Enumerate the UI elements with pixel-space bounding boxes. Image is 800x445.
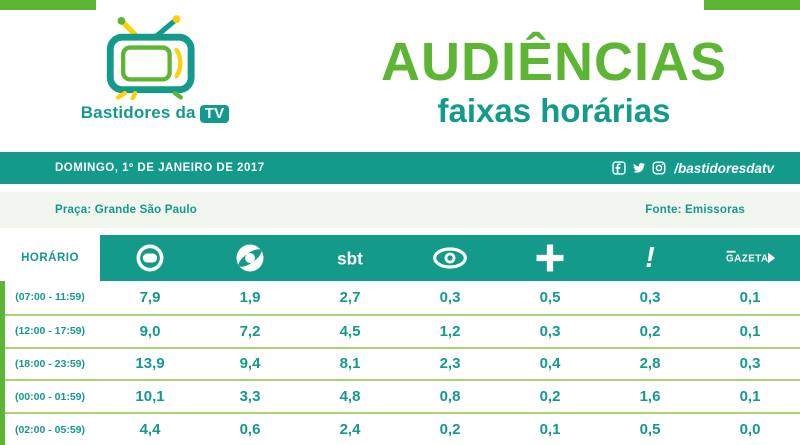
rating-value: 4,5	[339, 322, 361, 340]
social-handle[interactable]: /bastidoresdatv	[674, 160, 774, 176]
rating-value: 9,0	[139, 322, 161, 340]
record-column-header	[200, 235, 300, 281]
ratings-table: HORÁRIO sbt	[0, 235, 800, 445]
rating-value: 0,4	[539, 355, 561, 373]
table-row: (18:00 - 23:59) 13,9 9,4 8,1 2,3 0,4 2,8…	[0, 346, 800, 380]
rating-value: 0,5	[639, 421, 661, 439]
brand-block: Bastidores da TV	[50, 14, 260, 123]
rating-value: 2,4	[339, 421, 361, 439]
rating-value: 0,3	[439, 288, 461, 306]
rating-value: 0,1	[739, 388, 761, 406]
time-slot-label: (18:00 - 23:59)	[14, 357, 86, 370]
rating-value: 8,1	[339, 355, 361, 373]
rating-value: 0,1	[539, 421, 561, 439]
meta-strip: Praça: Grande São Paulo Fonte: Emissoras	[0, 192, 800, 228]
redetv-logo-text: !	[645, 242, 655, 274]
rating-value: 0,2	[439, 421, 461, 439]
rating-value: 2,7	[339, 288, 361, 306]
left-accent-stripe	[0, 281, 5, 445]
rating-value: 1,6	[639, 388, 661, 406]
rating-value: 0,1	[739, 288, 761, 306]
rating-value: 2,3	[439, 355, 461, 373]
facebook-icon[interactable]	[612, 161, 626, 175]
rating-value: 13,9	[135, 355, 165, 373]
band-eye-logo-icon	[433, 247, 467, 269]
table-row: (02:00 - 05:59) 4,4 0,6 2,4 0,2 0,1 0,5 …	[0, 412, 800, 445]
band-column-header	[400, 235, 500, 281]
top-left-accent	[0, 0, 96, 10]
rating-value: 4,4	[139, 421, 161, 439]
brand-name: Bastidores da TV	[50, 103, 260, 123]
gazeta-column-header: GAZETA	[700, 235, 800, 281]
bastidores-tv-logo-icon	[106, 15, 195, 100]
rating-value: 0,3	[639, 288, 661, 306]
rating-value: 7,9	[139, 288, 161, 306]
rating-value: 3,3	[239, 388, 261, 406]
rating-value: 0,1	[739, 322, 761, 340]
rating-value: 10,1	[135, 388, 165, 406]
time-slot-label: (00:00 - 01:59)	[14, 390, 86, 403]
title-block: AUDIÊNCIAS faixas horárias	[318, 34, 790, 130]
sbt-logo-icon: sbt	[337, 249, 363, 268]
instagram-icon[interactable]	[652, 161, 666, 175]
redetv-exclamation-logo-icon: !	[645, 242, 655, 274]
time-slot-label: (12:00 - 17:59)	[14, 325, 86, 338]
gazeta-logo-icon: GAZETA	[726, 250, 776, 265]
table-row: (12:00 - 17:59) 9,0 7,2 4,5 1,2 0,3 0,2 …	[0, 313, 800, 347]
top-right-accent	[704, 0, 800, 10]
horario-header: HORÁRIO	[0, 235, 100, 281]
rating-value: 0,2	[539, 388, 561, 406]
fonte-label: Fonte: Emissoras	[645, 204, 745, 216]
redetv-column-header: !	[600, 235, 700, 281]
social-links: /bastidoresdatv	[612, 161, 774, 176]
praca-label: Praça: Grande São Paulo	[55, 204, 198, 216]
rating-value: 0,8	[439, 388, 461, 406]
record-logo-icon	[236, 244, 264, 272]
globo-logo-icon	[136, 244, 164, 272]
globo-column-header	[100, 235, 200, 281]
time-slot-label: (07:00 - 11:59)	[15, 291, 85, 304]
table-body: (07:00 - 11:59) 7,9 1,9 2,7 0,3 0,5 0,3 …	[0, 281, 800, 445]
page-title: AUDIÊNCIAS	[380, 32, 728, 92]
rating-value: 9,4	[239, 355, 261, 373]
page-subtitle: faixas horárias	[437, 91, 671, 129]
cultura-cross-logo-icon	[536, 244, 564, 272]
rating-value: 0,5	[539, 288, 561, 306]
table-row: (00:00 - 01:59) 10,1 3,3 4,8 0,8 0,2 1,6…	[0, 379, 800, 413]
cultura-column-header	[500, 235, 600, 281]
rating-value: 0,0	[739, 421, 761, 439]
sbt-column-header: sbt	[300, 235, 400, 281]
table-row: (07:00 - 11:59) 7,9 1,9 2,7 0,3 0,5 0,3 …	[0, 281, 800, 314]
sbt-logo-text: sbt	[337, 249, 363, 268]
rating-value: 7,2	[239, 322, 261, 340]
rating-value: 0,6	[239, 421, 261, 439]
date-label: DOMINGO, 1º DE JANEIRO DE 2017	[55, 162, 265, 174]
rating-value: 0,2	[639, 322, 661, 340]
gazeta-logo-text: GAZETA	[726, 254, 769, 265]
table-header-row: HORÁRIO sbt	[0, 235, 800, 281]
rating-value: 1,2	[439, 322, 461, 340]
rating-value: 0,3	[739, 355, 761, 373]
rating-value: 1,9	[239, 288, 261, 306]
rating-value: 0,3	[539, 322, 561, 340]
twitter-icon[interactable]	[632, 161, 646, 175]
time-slot-label: (02:00 - 05:59)	[14, 423, 86, 436]
rating-value: 2,8	[639, 355, 661, 373]
brand-name-prefix: Bastidores da	[80, 103, 196, 122]
date-bar: DOMINGO, 1º DE JANEIRO DE 2017 /bastidor…	[0, 152, 800, 184]
brand-name-tv-badge: TV	[199, 105, 230, 123]
rating-value: 4,8	[339, 388, 361, 406]
